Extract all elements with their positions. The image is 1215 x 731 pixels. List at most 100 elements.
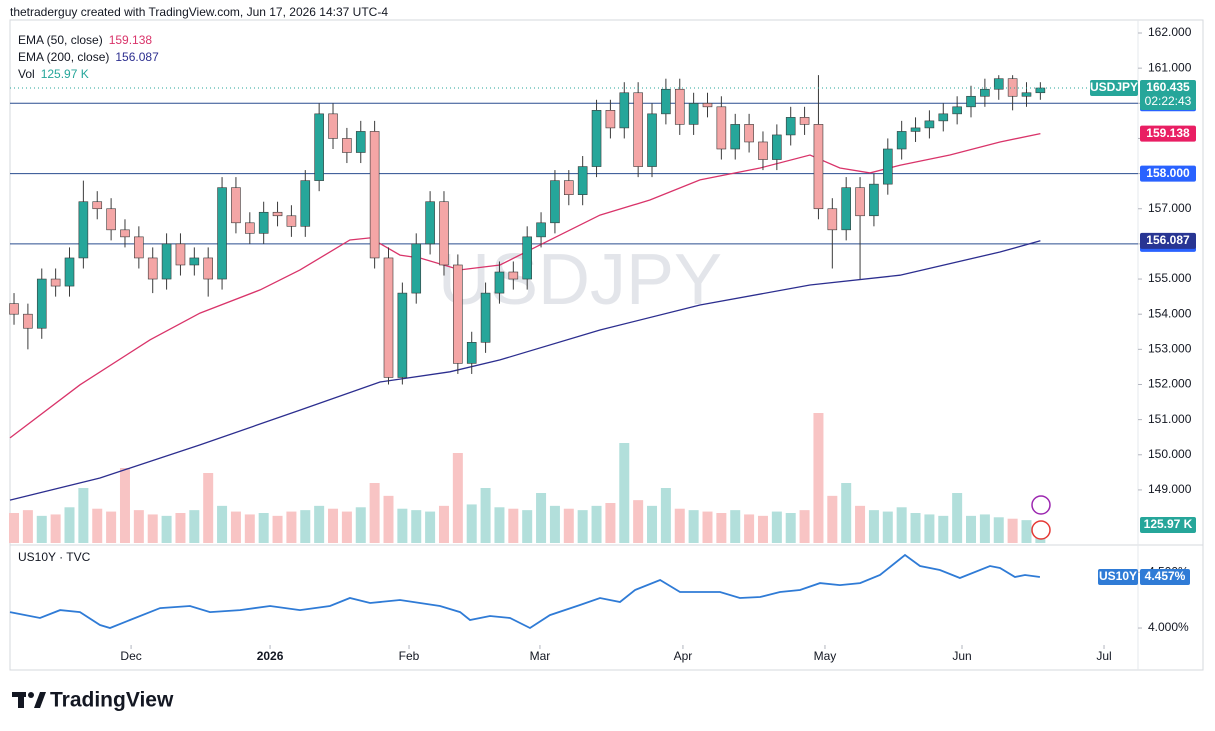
volume-bar [397,508,408,543]
volume-bar [258,513,269,543]
candle-body [591,110,602,167]
price-tag: USDJPY [1090,80,1138,94]
volume-bar [882,511,893,543]
volume-bar [425,511,436,543]
ema-line [9,132,1041,439]
candle-body [147,257,158,280]
volume-bar [50,514,61,543]
candle-body [896,131,907,150]
y-tick-label: 155.000 [1148,271,1192,285]
volume-bar [605,503,616,543]
candle-body [508,271,519,280]
candle-body [64,257,75,287]
candle-body [369,131,380,259]
volume-bar [591,505,602,543]
candle-body [522,236,532,280]
volume-bar [1021,520,1032,543]
x-tick-label: May [814,649,837,663]
candle-body [161,243,172,280]
y-tick-label: 150.000 [1148,447,1192,461]
price-tag-bg [1140,125,1196,142]
candle-body [882,148,893,185]
event-icon[interactable] [1031,520,1051,540]
volume-bar [549,505,560,543]
volume-bar [647,505,658,543]
x-tick-label: 2026 [257,649,284,663]
price-tag: 158.000 [1146,166,1190,180]
candle-body [772,134,782,160]
volume-bar [217,505,228,543]
volume-bar [355,507,366,543]
candle-body [411,243,422,294]
volume-bar [244,514,255,543]
legend-label: Vol [18,67,35,81]
candle-body [966,95,976,108]
pane-title: US10Y · TVC [18,550,91,564]
candle-body [92,201,103,210]
volume-bar [827,495,838,543]
price-tag: 125.97 K [1144,517,1193,531]
legend-label: EMA (200, close) [18,50,109,64]
event-icons [1031,495,1051,540]
candle-body [286,215,297,227]
volume-bar [868,510,879,543]
volume-bar [133,510,144,543]
legend-value: 156.087 [115,50,159,64]
price-tag: US10Y [1099,569,1137,583]
legend-label: EMA (50, close) [18,33,103,47]
volume-bar [660,488,671,543]
volume-bar [383,495,394,543]
volume-bar [841,483,852,543]
price-tag-bg [1090,80,1138,97]
volume-bar [730,510,741,543]
candle-body [674,88,685,125]
volume-bar [175,513,186,543]
candle-body [577,166,588,195]
candle-body [217,187,227,280]
candle-body [342,138,352,153]
volume-bar [480,488,491,543]
y-tick-label: 152.000 [1148,377,1192,391]
y-tick-label: 157.000 [1148,201,1192,215]
volume-bar [161,515,172,543]
volume-bar [508,508,519,543]
volume-bar [147,514,158,543]
candle-body [799,117,810,125]
volume-bar [702,511,713,543]
candle-body [175,243,186,266]
x-tick-label: Dec [120,649,141,663]
candle-body [328,113,338,139]
candle-body [980,88,990,97]
volume-bar [924,514,935,543]
candle-body [619,92,630,129]
candle-body [910,127,921,132]
volume-bar [106,511,117,543]
logo: TradingView [12,689,174,712]
candle-body [425,201,435,245]
volume-bar [966,515,977,543]
volume-bar [577,510,588,543]
volume-bar [286,511,297,543]
x-tick-label: Jun [952,649,971,663]
volume-bar [744,514,755,543]
logo-icon [18,692,24,708]
candle-body [1007,78,1018,97]
y-tick-label: 149.000 [1148,482,1192,496]
candle-body [758,141,768,160]
y-tick-label: 161.000 [1148,60,1192,74]
price-tag-bg [1140,165,1196,182]
y-tick-label: 153.000 [1148,342,1192,356]
candle-body [924,120,935,129]
legend-value: 159.138 [109,33,153,47]
event-icon[interactable] [1031,495,1051,515]
volume-bar [855,505,866,543]
x-tick-label: Apr [674,649,693,663]
frame [9,19,1204,671]
candle-body [605,110,616,129]
volume-bar [688,510,699,543]
volume-bar [369,483,380,543]
candle-body [453,264,463,364]
candle-body [744,124,754,143]
candle-body [439,201,449,266]
